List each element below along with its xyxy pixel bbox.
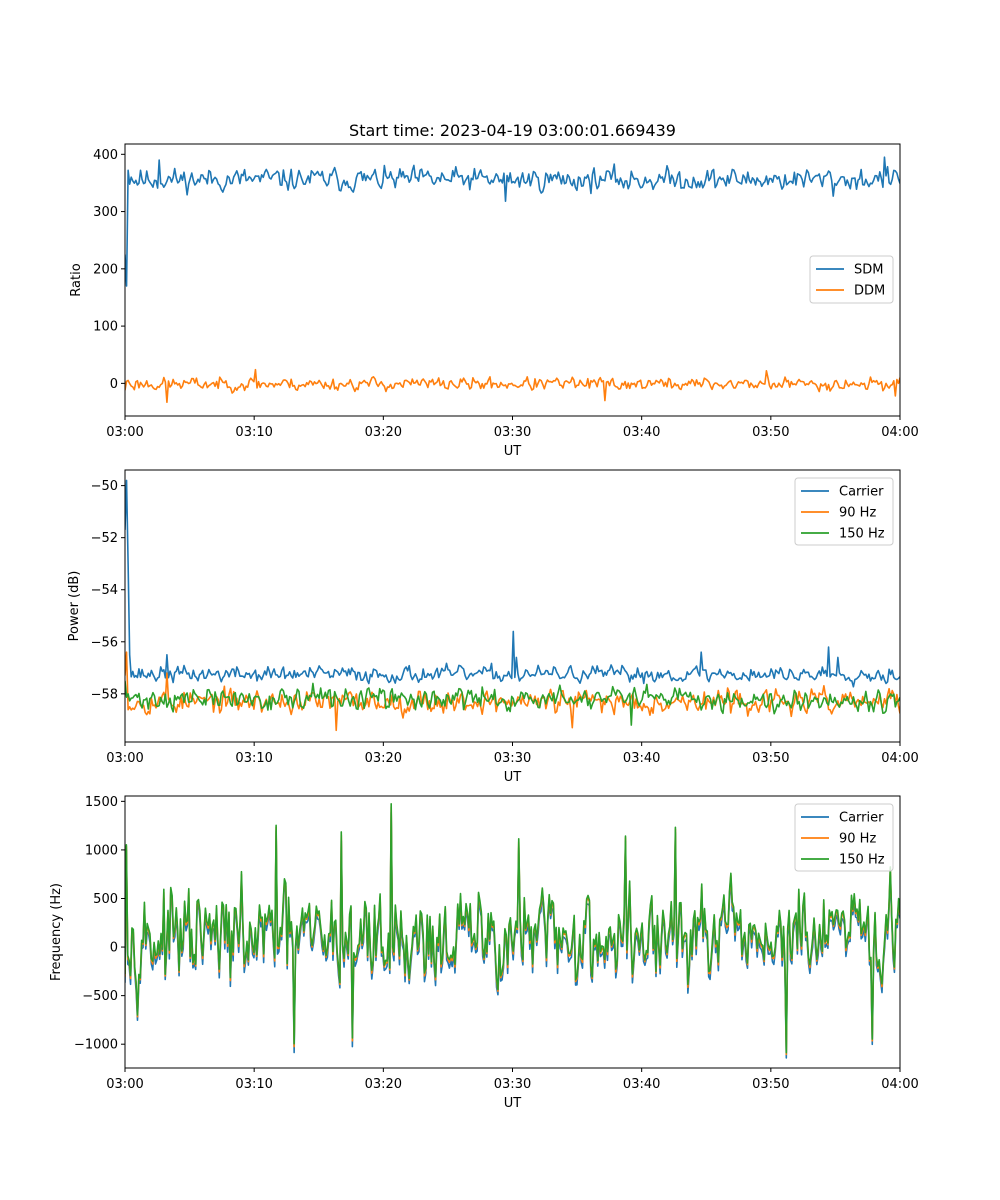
series-line-sdm xyxy=(125,156,900,287)
y-tick-label: −54 xyxy=(91,583,118,598)
x-tick-label: 03:20 xyxy=(365,425,402,440)
x-axis-label: UT xyxy=(504,770,522,785)
legend: Carrier 90 Hz 150 Hz xyxy=(794,477,894,546)
x-tick-label: 03:40 xyxy=(623,425,660,440)
series-line-carrier xyxy=(125,479,900,688)
y-tick-label: 0 xyxy=(110,377,118,392)
legend-box xyxy=(794,803,894,872)
legend-label: 150 Hz xyxy=(839,527,885,542)
legend-label: SDM xyxy=(854,263,883,278)
legend-box xyxy=(794,477,894,546)
x-tick-label: 03:30 xyxy=(494,751,531,766)
x-tick-label: 03:10 xyxy=(235,751,272,766)
legend: Carrier 90 Hz 150 Hz xyxy=(794,803,894,872)
x-axis-label: UT xyxy=(504,1096,522,1111)
y-tick-label: −1000 xyxy=(74,1038,118,1053)
y-tick-label: 1000 xyxy=(85,843,118,858)
x-tick-label: 03:10 xyxy=(235,425,272,440)
y-axis-label: Frequency (Hz) xyxy=(49,883,64,981)
x-tick-label: 03:00 xyxy=(106,1077,143,1092)
x-tick-label: 03:30 xyxy=(494,1077,531,1092)
legend-label: Carrier xyxy=(839,811,884,826)
y-axis-label: Power (dB) xyxy=(67,571,82,642)
x-tick-label: 03:50 xyxy=(752,1077,789,1092)
y-tick-label: −50 xyxy=(91,479,118,494)
legend-label: Carrier xyxy=(839,485,884,500)
y-tick-label: 200 xyxy=(93,262,118,277)
series-lines xyxy=(125,802,900,1059)
x-tick-label: 03:50 xyxy=(752,425,789,440)
x-tick-label: 03:20 xyxy=(365,1077,402,1092)
frequency-panel: 03:00 03:10 03:20 03:30 03:40 03:50 04:00 −1000… xyxy=(49,795,919,1111)
legend-label: 90 Hz xyxy=(839,832,876,847)
y-axis-label: Ratio xyxy=(69,263,84,296)
x-axis-label: UT xyxy=(504,444,522,459)
figure-title: Start time: 2023-04-19 03:00:01.669439 xyxy=(349,121,676,140)
series-lines xyxy=(125,156,900,404)
x-tick-label: 04:00 xyxy=(881,1077,918,1092)
y-tick-label: −58 xyxy=(91,687,118,702)
x-tick-label: 03:30 xyxy=(494,425,531,440)
y-tick-label: 100 xyxy=(93,320,118,335)
x-tick-label: 03:50 xyxy=(752,751,789,766)
series-line-150-hz xyxy=(125,680,900,726)
y-tick-label: 400 xyxy=(93,148,118,163)
series-line-150-hz xyxy=(125,802,900,1054)
x-tick-label: 03:00 xyxy=(106,751,143,766)
ratio-panel: 03:00 03:10 03:20 03:30 03:40 03:50 04:00 0 100 2… xyxy=(69,143,919,459)
x-tick-label: 03:40 xyxy=(623,1077,660,1092)
y-tick-label: 1500 xyxy=(85,795,118,810)
series-line-ddm xyxy=(125,368,900,404)
y-tick-label: 0 xyxy=(110,941,118,956)
power-panel: 03:00 03:10 03:20 03:30 03:40 03:50 04:00 −58 −5… xyxy=(67,469,919,785)
x-tick-label: 04:00 xyxy=(881,751,918,766)
legend-label: DDM xyxy=(854,284,885,299)
y-tick-label: −56 xyxy=(91,635,118,650)
y-tick-label: −500 xyxy=(82,989,118,1004)
y-tick-label: 500 xyxy=(93,892,118,907)
x-tick-label: 03:10 xyxy=(235,1077,272,1092)
legend: SDM DDM xyxy=(809,255,894,304)
x-tick-label: 03:20 xyxy=(365,751,402,766)
y-tick-label: −52 xyxy=(91,531,118,546)
y-tick-label: 300 xyxy=(93,205,118,220)
series-lines xyxy=(125,479,900,732)
x-tick-label: 03:40 xyxy=(623,751,660,766)
legend-label: 90 Hz xyxy=(839,506,876,521)
x-tick-label: 03:00 xyxy=(106,425,143,440)
series-line-90-hz xyxy=(125,651,900,732)
legend-label: 150 Hz xyxy=(839,853,885,868)
legend-box xyxy=(809,255,894,304)
x-tick-label: 04:00 xyxy=(881,425,918,440)
